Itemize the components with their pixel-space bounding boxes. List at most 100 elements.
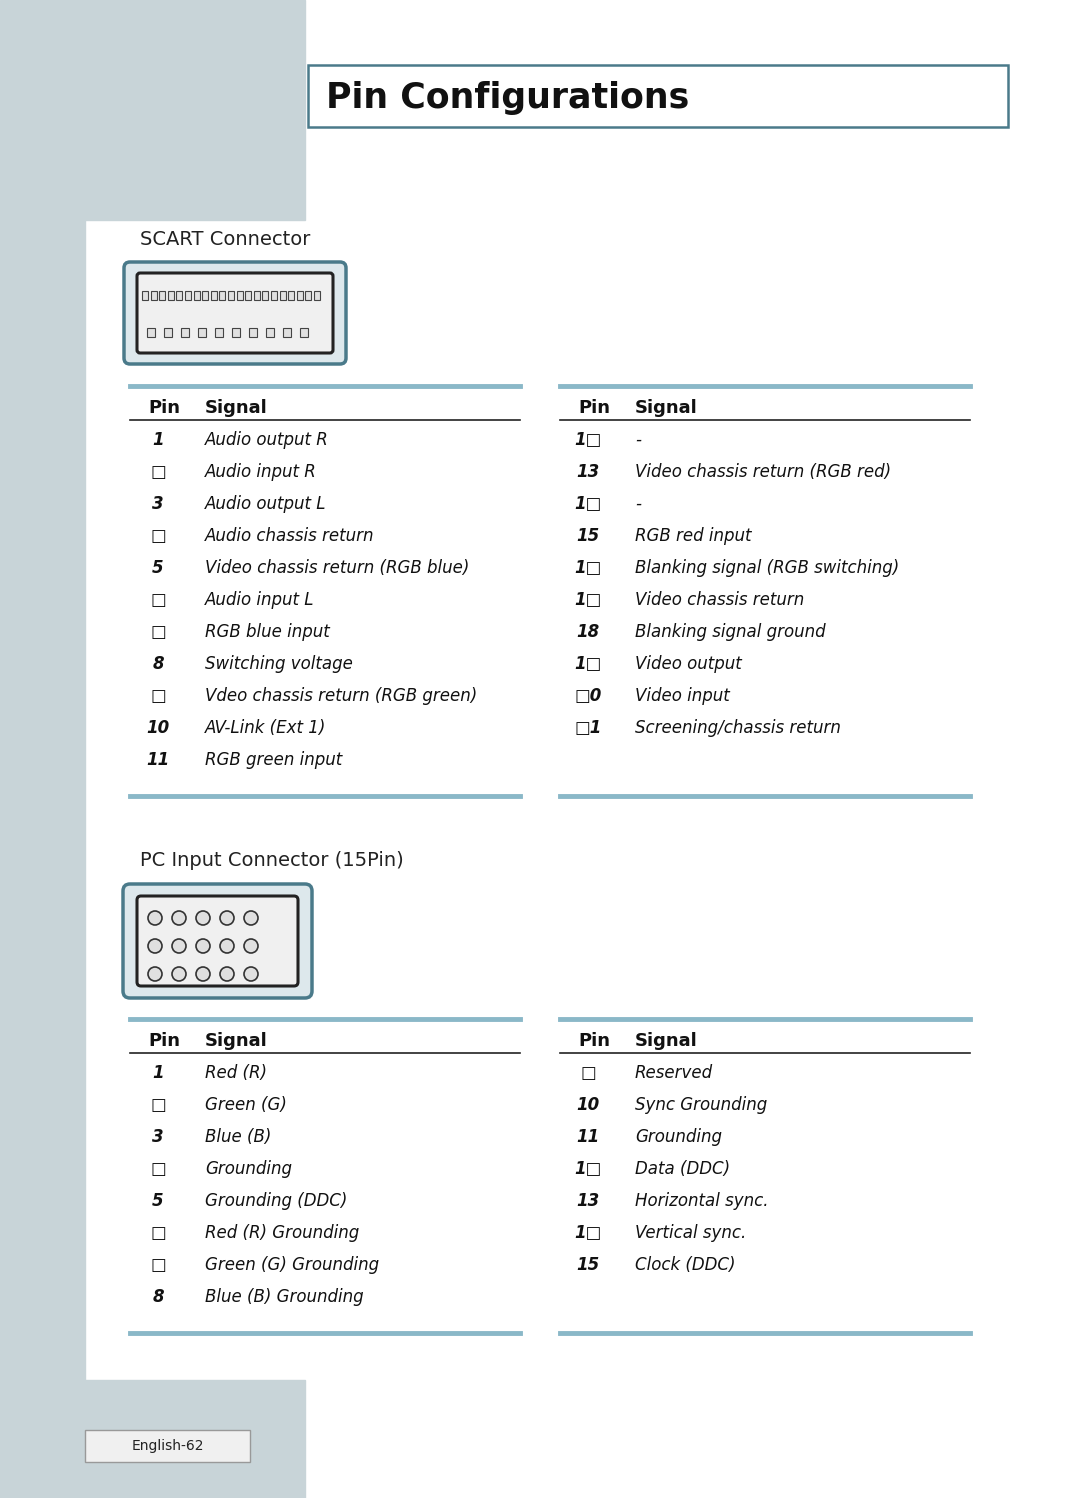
Text: 15: 15 — [577, 1255, 599, 1273]
Text: Red (R): Red (R) — [205, 1064, 267, 1082]
Circle shape — [220, 911, 234, 924]
Text: Screening/chassis return: Screening/chassis return — [635, 719, 841, 737]
Text: 11: 11 — [577, 1128, 599, 1146]
FancyBboxPatch shape — [137, 273, 333, 354]
Text: Video chassis return (RGB blue): Video chassis return (RGB blue) — [205, 559, 470, 577]
Text: □: □ — [150, 527, 166, 545]
Text: Data (DDC): Data (DDC) — [635, 1159, 730, 1177]
Text: 3: 3 — [152, 1128, 164, 1146]
Circle shape — [220, 939, 234, 953]
Bar — [198, 328, 206, 337]
Text: 1: 1 — [152, 431, 164, 449]
Text: Green (G) Grounding: Green (G) Grounding — [205, 1255, 379, 1273]
Text: Pin: Pin — [148, 398, 180, 416]
Text: Grounding: Grounding — [205, 1159, 292, 1177]
Text: Green (G): Green (G) — [205, 1097, 287, 1115]
Circle shape — [172, 968, 186, 981]
Bar — [167, 291, 174, 300]
Bar — [314, 291, 320, 300]
Text: RGB green input: RGB green input — [205, 750, 342, 768]
Text: □1: □1 — [575, 719, 602, 737]
Text: Grounding: Grounding — [635, 1128, 723, 1146]
Text: -: - — [635, 431, 642, 449]
Text: □: □ — [150, 463, 166, 481]
Text: Pin: Pin — [578, 398, 610, 416]
Text: □: □ — [150, 623, 166, 641]
Text: Signal: Signal — [205, 1032, 268, 1050]
Text: 8: 8 — [152, 1288, 164, 1306]
Text: -: - — [635, 494, 642, 512]
Bar — [185, 291, 191, 300]
Text: Video chassis return (RGB red): Video chassis return (RGB red) — [635, 463, 891, 481]
Text: Video input: Video input — [635, 688, 730, 706]
FancyBboxPatch shape — [85, 1431, 249, 1462]
Text: 1□: 1□ — [575, 1159, 602, 1177]
Bar — [219, 291, 226, 300]
Circle shape — [148, 911, 162, 924]
Circle shape — [244, 939, 258, 953]
Text: AV-Link (Ext 1): AV-Link (Ext 1) — [205, 719, 326, 737]
Text: 1□: 1□ — [575, 592, 602, 610]
Bar — [300, 328, 308, 337]
Text: RGB blue input: RGB blue input — [205, 623, 329, 641]
Bar — [245, 291, 252, 300]
Bar — [193, 291, 200, 300]
Circle shape — [195, 968, 210, 981]
Bar — [181, 328, 189, 337]
Text: Vdeo chassis return (RGB green): Vdeo chassis return (RGB green) — [205, 688, 477, 706]
Text: Signal: Signal — [635, 1032, 698, 1050]
Text: 5: 5 — [152, 1192, 164, 1210]
Text: □: □ — [150, 1097, 166, 1115]
Circle shape — [244, 968, 258, 981]
Text: Switching voltage: Switching voltage — [205, 655, 353, 673]
Bar — [0, 220, 85, 1380]
FancyBboxPatch shape — [308, 64, 1008, 127]
Text: Audio output L: Audio output L — [205, 494, 326, 512]
Text: Sync Grounding: Sync Grounding — [635, 1097, 767, 1115]
Text: Horizontal sync.: Horizontal sync. — [635, 1192, 769, 1210]
Text: Red (R) Grounding: Red (R) Grounding — [205, 1224, 360, 1242]
Text: 10: 10 — [147, 719, 170, 737]
Bar — [288, 291, 294, 300]
Text: 13: 13 — [577, 1192, 599, 1210]
Text: 13: 13 — [577, 463, 599, 481]
Text: 1□: 1□ — [575, 1224, 602, 1242]
FancyBboxPatch shape — [137, 896, 298, 986]
Bar — [150, 291, 157, 300]
Text: Blue (B) Grounding: Blue (B) Grounding — [205, 1288, 364, 1306]
Text: Signal: Signal — [635, 398, 698, 416]
Text: Vertical sync.: Vertical sync. — [635, 1224, 746, 1242]
Circle shape — [148, 939, 162, 953]
FancyBboxPatch shape — [123, 884, 312, 998]
Text: Audio input R: Audio input R — [205, 463, 316, 481]
Text: □: □ — [150, 1159, 166, 1177]
Text: Reserved: Reserved — [635, 1064, 713, 1082]
Text: 3: 3 — [152, 494, 164, 512]
Bar — [0, 0, 305, 220]
Text: □0: □0 — [575, 688, 602, 706]
Text: □: □ — [580, 1064, 596, 1082]
Circle shape — [148, 968, 162, 981]
Bar — [176, 291, 183, 300]
Bar — [249, 328, 257, 337]
Text: Blue (B): Blue (B) — [205, 1128, 271, 1146]
FancyBboxPatch shape — [124, 262, 346, 364]
Text: □: □ — [150, 1224, 166, 1242]
Bar — [211, 291, 217, 300]
Text: 10: 10 — [577, 1097, 599, 1115]
Text: 1□: 1□ — [575, 494, 602, 512]
Text: □: □ — [150, 592, 166, 610]
Circle shape — [244, 911, 258, 924]
Text: 1□: 1□ — [575, 431, 602, 449]
Text: 1□: 1□ — [575, 655, 602, 673]
Text: PC Input Connector (15Pin): PC Input Connector (15Pin) — [140, 851, 404, 870]
Bar — [228, 291, 234, 300]
Text: 8: 8 — [152, 655, 164, 673]
Bar — [266, 328, 274, 337]
Bar — [215, 328, 222, 337]
Text: 5: 5 — [152, 559, 164, 577]
Bar — [237, 291, 243, 300]
Circle shape — [195, 911, 210, 924]
Bar — [271, 291, 276, 300]
Text: □: □ — [150, 688, 166, 706]
